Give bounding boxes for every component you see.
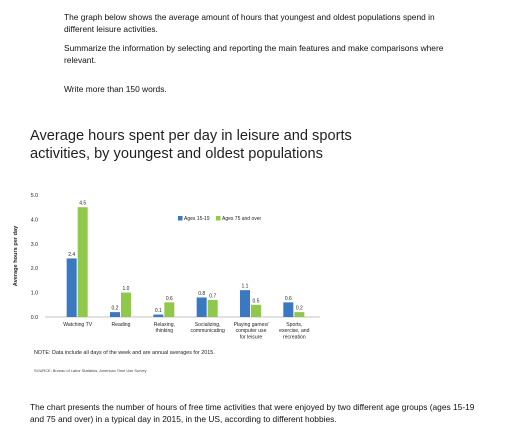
data-label: 2.4 xyxy=(68,252,75,258)
bar-ages-15-19 xyxy=(110,312,120,317)
task-summary-instruction: Summarize the information by selecting a… xyxy=(64,43,444,65)
y-tick-label: 1.0 xyxy=(31,291,38,297)
word-count-instruction: Write more than 150 words. xyxy=(64,84,167,94)
bar-chart: Average hours per day 0.0 1.0 2.0 3.0 4.0 5.0 2… xyxy=(13,193,320,373)
data-label: 0.1 xyxy=(155,308,162,314)
bar-ages-15-19 xyxy=(283,302,294,317)
legend-label: Ages 15-19 xyxy=(184,216,210,222)
category-label: Watching TV xyxy=(63,322,92,328)
y-tick-label: 3.0 xyxy=(31,242,38,248)
category-label: recreation xyxy=(283,334,306,340)
category-label: Sports, xyxy=(286,322,302,328)
data-label: 0.5 xyxy=(253,298,260,304)
y-axis-label: Average hours per day xyxy=(13,225,19,286)
legend-swatch xyxy=(216,216,221,221)
category-label: Playing games/ xyxy=(234,322,269,328)
data-label: 0.2 xyxy=(112,306,119,312)
bar-ages-75-over xyxy=(77,207,88,317)
legend-swatch xyxy=(178,216,183,221)
bar-ages-15-19 xyxy=(240,290,250,317)
bar-ages-75-over xyxy=(294,312,305,317)
data-label: 0.2 xyxy=(296,306,303,312)
bar-ages-15-19 xyxy=(66,258,77,317)
data-label: 0.7 xyxy=(209,293,216,299)
y-tick-label: 4.0 xyxy=(31,217,38,223)
data-label: 1.0 xyxy=(123,286,130,292)
chart-source: SOURCE: Bureau of Labor Statistics, Amer… xyxy=(34,368,146,373)
task-instruction: The graph below shows the average amount… xyxy=(64,12,435,34)
category-label: communicating xyxy=(191,328,225,334)
category-label: Socializing, xyxy=(195,322,221,328)
bar-ages-75-over xyxy=(207,299,218,317)
category-label: exercise, and xyxy=(279,328,309,334)
bar-ages-75-over xyxy=(251,304,261,317)
bar-ages-75-over xyxy=(121,292,131,317)
bar-ages-15-19 xyxy=(153,314,164,317)
data-label: 0.6 xyxy=(285,296,292,302)
y-tick-label: 2.0 xyxy=(31,266,38,272)
essay-intro: The chart presents the number of hours o… xyxy=(30,402,475,424)
category-label: Reading xyxy=(112,322,131,328)
y-tick-label: 0.0 xyxy=(31,315,38,321)
data-label: 0.6 xyxy=(166,296,173,302)
bar-ages-15-19 xyxy=(196,297,207,317)
category-label: thinking xyxy=(156,328,174,334)
bar-ages-75-over xyxy=(164,302,175,317)
category-label: Relaxing, xyxy=(154,322,175,328)
data-label: 0.8 xyxy=(198,291,205,297)
chart-title: Average hours spent per day in leisure a… xyxy=(30,128,352,162)
data-label: 4.5 xyxy=(79,201,86,207)
category-label: for leisure xyxy=(240,334,263,340)
chart-note: NOTE: Data include all days of the week … xyxy=(34,350,215,356)
legend-label: Ages 75 and over xyxy=(222,216,262,222)
data-label: 1.1 xyxy=(242,284,249,290)
y-tick-label: 5.0 xyxy=(31,193,38,199)
category-label: computer use xyxy=(236,328,267,334)
